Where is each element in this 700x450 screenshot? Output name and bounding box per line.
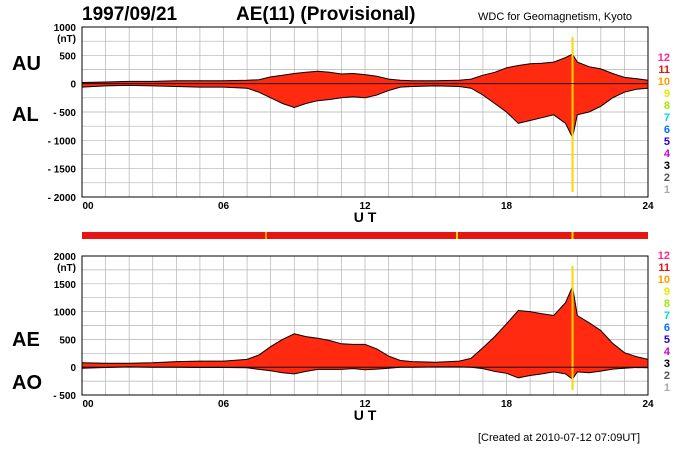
- panel1-x-tick-label: 00: [82, 201, 94, 212]
- panel2-x-tick-label: 12: [359, 399, 371, 410]
- panel2-series-ae-line: [81, 284, 649, 364]
- panel1-color-key-label: 5: [664, 136, 670, 148]
- panel2-y-tick-label: 500: [59, 335, 76, 346]
- panel2-color-key-label: 11: [658, 262, 670, 274]
- panel2-x-tick-label: 18: [501, 399, 513, 410]
- panel2-y-tick-label: - 500: [53, 391, 76, 402]
- panel1-series-au-line: [81, 53, 649, 83]
- panel1-color-key-label: 10: [658, 76, 670, 88]
- panel2-x-tick-label: 00: [82, 399, 94, 410]
- panel1-color-key-label: 2: [664, 172, 670, 184]
- created-timestamp: [Created at 2010-07-12 07:09UT]: [478, 432, 641, 444]
- panel2-y-tick-label: 1000: [54, 308, 77, 319]
- panel1-band-fill: [82, 54, 648, 138]
- panel2-x-tick-label: 24: [642, 399, 654, 410]
- panel1-color-key-label: 9: [664, 88, 670, 100]
- panel2-band-fill: [82, 286, 648, 380]
- panel2-label-ae: AE: [12, 329, 40, 351]
- panel2-label-ao: AO: [12, 372, 42, 394]
- panel1-color-key-label: 6: [664, 124, 670, 136]
- panel1-color-key-label: 8: [664, 100, 670, 112]
- chart-title: AE(11) (Provisional): [236, 4, 416, 25]
- panel1-color-key-label: 12: [658, 52, 670, 64]
- panel1-x-axis-label: U T: [354, 209, 377, 225]
- panel1-y-tick-label: - 500: [53, 108, 76, 119]
- panel1-y-tick-label: - 2000: [48, 193, 77, 204]
- panel2-y-tick-label: 2000: [54, 252, 77, 263]
- chart-date: 1997/09/21: [82, 4, 178, 25]
- panel1-frame: [81, 26, 649, 198]
- panel1-y-tick-label: - 1500: [48, 165, 77, 176]
- panel2-color-key-label: 9: [664, 286, 670, 298]
- panel2-color-key-label: 1: [664, 382, 670, 394]
- panel2-color-key-label: 2: [664, 370, 670, 382]
- panel2-y-tick-label: 1500: [54, 280, 77, 291]
- panel2-color-key-label: 6: [664, 322, 670, 334]
- panel2-color-key-label: 3: [664, 358, 670, 370]
- panel2-x-axis-label: U T: [354, 407, 377, 423]
- panel1-x-tick-label: 12: [359, 201, 371, 212]
- panel2-color-key-label: 8: [664, 298, 670, 310]
- panel1-y-tick-label: - 1000: [48, 136, 77, 147]
- panel1-y-tick-label: 500: [59, 51, 76, 62]
- panel1-series-al-line: [81, 84, 649, 140]
- panel2-unit-label: (nT): [57, 263, 76, 274]
- panel2-frame: [81, 255, 649, 396]
- source-label: WDC for Geomagnetism, Kyoto: [478, 11, 633, 23]
- panel1-color-key-label: 7: [664, 112, 670, 124]
- panel1-unit-label: (nT): [57, 34, 76, 45]
- panel1-x-tick-label: 18: [501, 201, 513, 212]
- panel1-color-key-label: 11: [658, 64, 670, 76]
- panel1-label-al: AL: [12, 104, 39, 126]
- panel1-color-key-label: 4: [664, 148, 671, 160]
- panel2-color-key-label: 5: [664, 334, 670, 346]
- panel2-x-tick-label: 06: [218, 399, 230, 410]
- panel2-color-key-label: 10: [658, 274, 670, 286]
- panel1-color-key-label: 1: [664, 184, 670, 196]
- panel1-label-au: AU: [12, 53, 41, 75]
- panel2-color-key-label: 4: [664, 346, 671, 358]
- panel1-x-tick-label: 06: [218, 201, 230, 212]
- panel1-x-tick-label: 24: [642, 201, 654, 212]
- panel2-y-tick-label: 0: [70, 363, 76, 374]
- panel2-color-key-label: 7: [664, 310, 670, 322]
- panel1-y-tick-label: 1000: [54, 23, 77, 34]
- panel1-y-tick-label: 0: [70, 80, 76, 91]
- panel2-color-key-label: 12: [658, 250, 670, 262]
- panel1-color-key-label: 3: [664, 160, 670, 172]
- station-count-strip: [82, 232, 648, 239]
